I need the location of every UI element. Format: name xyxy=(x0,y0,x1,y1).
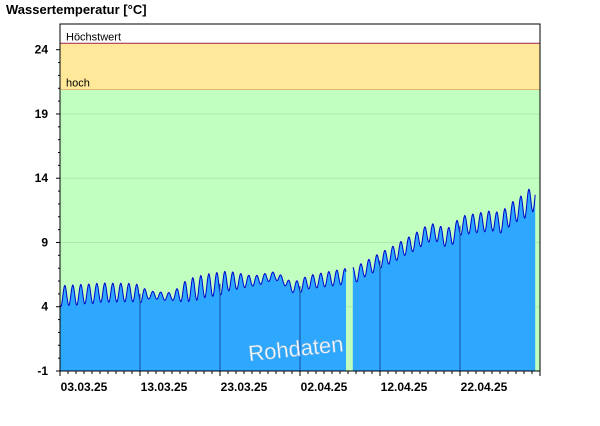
y-tick-label: 19 xyxy=(35,107,49,121)
x-tick-label: 12.04.25 xyxy=(381,380,428,394)
y-tick-label: 14 xyxy=(35,171,49,185)
band-label-1: hoch xyxy=(66,78,90,90)
x-axis: 03.03.25 13.03.25 23.03.25 02.04.25 12.04.25… xyxy=(59,371,541,394)
x-tick-label: 03.03.25 xyxy=(61,380,108,394)
y-axis: -1 4 9 14 19 24 xyxy=(35,43,60,378)
series-line xyxy=(352,188,536,283)
series-line xyxy=(59,268,347,308)
x-tick-label: 22.04.25 xyxy=(461,380,508,394)
y-tick-label: 4 xyxy=(41,300,48,314)
band-label-0: Höchstwert xyxy=(66,31,121,43)
x-tick-label: 02.04.25 xyxy=(301,380,348,394)
y-tick-label: 24 xyxy=(35,43,49,57)
series-area xyxy=(60,268,346,371)
y-tick-label: 9 xyxy=(41,235,48,249)
y-tick-label: -1 xyxy=(37,364,48,378)
x-tick-label: 23.03.25 xyxy=(221,380,268,394)
band-0 xyxy=(60,24,540,44)
plot-area: Höchstwert hoch xyxy=(59,23,541,372)
x-tick-label: 13.03.25 xyxy=(141,380,188,394)
series-area xyxy=(352,189,536,371)
chart-title: Wassertemperatur [°C] xyxy=(6,2,147,17)
band-1 xyxy=(60,43,540,90)
